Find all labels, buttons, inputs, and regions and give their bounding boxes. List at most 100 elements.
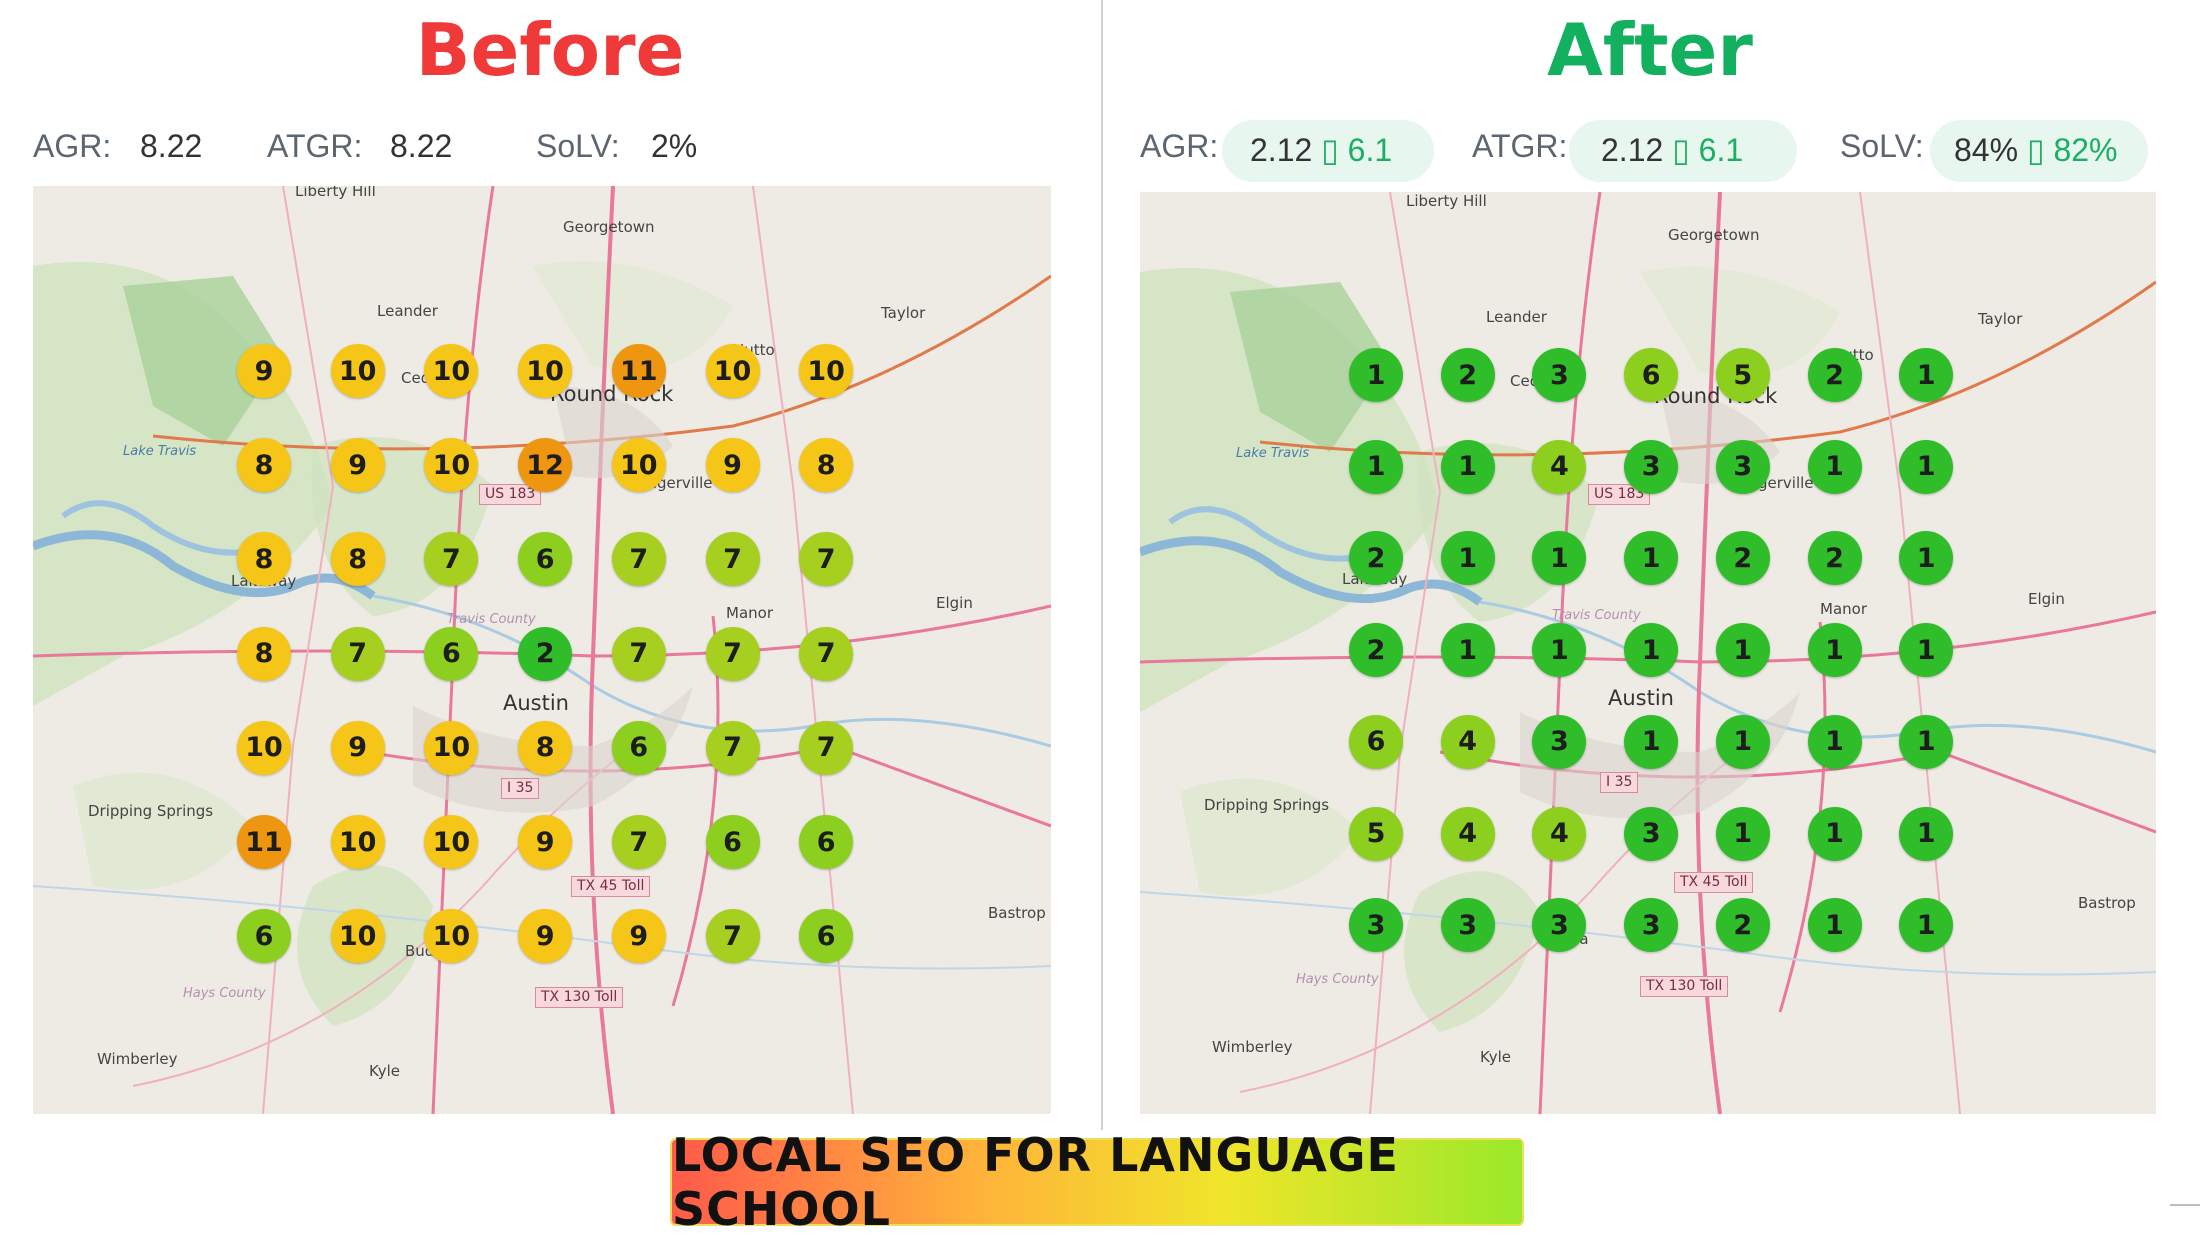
after-rank-marker[interactable]: 3 <box>1532 714 1587 769</box>
after-rank-marker[interactable]: 1 <box>1899 898 1954 953</box>
before-rank-marker[interactable]: 7 <box>799 532 854 587</box>
before-rank-marker[interactable]: 10 <box>424 344 479 398</box>
before-rank-marker[interactable]: 9 <box>518 909 573 964</box>
before-rank-marker[interactable]: 10 <box>799 344 854 398</box>
after-rank-marker[interactable]: 2 <box>1807 531 1862 586</box>
after-rank-marker[interactable]: 6 <box>1349 714 1403 769</box>
before-rank-marker[interactable]: 7 <box>799 720 854 775</box>
after-rank-marker[interactable]: 4 <box>1440 714 1495 769</box>
after-rank-marker[interactable]: 3 <box>1624 898 1679 953</box>
before-rank-marker[interactable]: 10 <box>424 815 479 869</box>
before-map[interactable]: Liberty Hill Georgetown Leander Taylor H… <box>33 186 1051 1114</box>
after-rank-marker[interactable]: 5 <box>1349 806 1403 861</box>
after-rank-marker[interactable]: 6 <box>1624 348 1679 402</box>
before-rank-marker[interactable]: 11 <box>611 344 666 398</box>
before-rank-marker[interactable]: 8 <box>518 720 573 775</box>
after-rank-marker[interactable]: 1 <box>1807 898 1862 953</box>
after-rank-marker[interactable]: 1 <box>1532 623 1587 678</box>
after-rank-marker[interactable]: 3 <box>1715 439 1770 494</box>
before-rank-marker[interactable]: 7 <box>330 626 385 681</box>
before-rank-marker[interactable]: 9 <box>518 815 573 869</box>
after-rank-marker[interactable]: 1 <box>1899 714 1954 769</box>
before-rank-marker[interactable]: 6 <box>705 815 760 869</box>
before-rank-marker[interactable]: 9 <box>330 438 385 493</box>
before-rank-marker[interactable]: 6 <box>237 909 291 964</box>
after-rank-marker[interactable]: 1 <box>1349 439 1403 494</box>
after-rank-marker[interactable]: 1 <box>1440 531 1495 586</box>
before-rank-marker[interactable]: 10 <box>237 720 291 775</box>
before-rank-marker[interactable]: 8 <box>237 438 291 493</box>
after-rank-marker[interactable]: 1 <box>1807 806 1862 861</box>
before-rank-marker[interactable]: 7 <box>799 626 854 681</box>
after-rank-marker[interactable]: 2 <box>1715 898 1770 953</box>
after-rank-marker[interactable]: 2 <box>1807 348 1862 402</box>
after-rank-marker[interactable]: 2 <box>1349 531 1403 586</box>
before-rank-marker[interactable]: 10 <box>424 438 479 493</box>
after-rank-marker[interactable]: 1 <box>1532 531 1587 586</box>
after-rank-marker[interactable]: 5 <box>1715 348 1770 402</box>
before-rank-marker[interactable]: 11 <box>237 815 291 869</box>
before-rank-marker[interactable]: 8 <box>237 626 291 681</box>
before-rank-marker[interactable]: 10 <box>330 909 385 964</box>
after-rank-marker[interactable]: 1 <box>1715 806 1770 861</box>
after-rank-marker[interactable]: 1 <box>1807 714 1862 769</box>
after-rank-marker[interactable]: 1 <box>1899 439 1954 494</box>
before-rank-marker[interactable]: 9 <box>330 720 385 775</box>
before-rank-marker[interactable]: 10 <box>611 438 666 493</box>
before-rank-marker[interactable]: 7 <box>705 720 760 775</box>
after-rank-marker[interactable]: 2 <box>1440 348 1495 402</box>
after-rank-marker[interactable]: 1 <box>1624 623 1679 678</box>
before-rank-marker[interactable]: 10 <box>330 344 385 398</box>
before-rank-marker[interactable]: 7 <box>705 532 760 587</box>
before-rank-marker[interactable]: 10 <box>705 344 760 398</box>
before-rank-marker[interactable]: 6 <box>611 720 666 775</box>
before-rank-marker[interactable]: 6 <box>518 532 573 587</box>
after-rank-marker[interactable]: 3 <box>1440 898 1495 953</box>
after-rank-marker[interactable]: 1 <box>1349 348 1403 402</box>
before-rank-marker[interactable]: 10 <box>518 344 573 398</box>
before-rank-marker[interactable]: 12 <box>518 438 573 493</box>
before-rank-marker[interactable]: 9 <box>237 344 291 398</box>
before-rank-marker[interactable]: 7 <box>424 532 479 587</box>
before-rank-marker[interactable]: 2 <box>518 626 573 681</box>
after-rank-marker[interactable]: 3 <box>1349 898 1403 953</box>
before-rank-marker[interactable]: 7 <box>705 909 760 964</box>
after-rank-marker[interactable]: 1 <box>1715 623 1770 678</box>
after-rank-marker[interactable]: 1 <box>1899 806 1954 861</box>
before-rank-marker[interactable]: 9 <box>611 909 666 964</box>
after-rank-marker[interactable]: 3 <box>1532 898 1587 953</box>
after-rank-marker[interactable]: 4 <box>1532 806 1587 861</box>
before-rank-marker[interactable]: 6 <box>799 815 854 869</box>
after-rank-marker[interactable]: 4 <box>1440 806 1495 861</box>
after-rank-marker[interactable]: 1 <box>1624 714 1679 769</box>
before-rank-marker[interactable]: 10 <box>330 815 385 869</box>
before-rank-marker[interactable]: 9 <box>705 438 760 493</box>
after-rank-marker[interactable]: 1 <box>1807 439 1862 494</box>
after-rank-marker[interactable]: 1 <box>1899 348 1954 402</box>
before-rank-marker[interactable]: 8 <box>799 438 854 493</box>
after-rank-marker[interactable]: 2 <box>1715 531 1770 586</box>
after-rank-marker[interactable]: 1 <box>1807 623 1862 678</box>
before-rank-marker[interactable]: 6 <box>424 626 479 681</box>
before-rank-marker[interactable]: 8 <box>237 532 291 587</box>
after-rank-marker[interactable]: 1 <box>1624 531 1679 586</box>
after-rank-marker[interactable]: 3 <box>1532 348 1587 402</box>
after-rank-marker[interactable]: 4 <box>1532 439 1587 494</box>
before-rank-marker[interactable]: 6 <box>799 909 854 964</box>
after-rank-marker[interactable]: 1 <box>1440 623 1495 678</box>
before-rank-marker[interactable]: 7 <box>705 626 760 681</box>
after-rank-marker[interactable]: 3 <box>1624 806 1679 861</box>
before-rank-marker[interactable]: 10 <box>424 720 479 775</box>
before-rank-marker[interactable]: 7 <box>611 626 666 681</box>
before-rank-marker[interactable]: 8 <box>330 532 385 587</box>
before-rank-marker[interactable]: 7 <box>611 532 666 587</box>
after-rank-marker[interactable]: 1 <box>1899 531 1954 586</box>
after-rank-marker[interactable]: 2 <box>1349 623 1403 678</box>
after-rank-marker[interactable]: 1 <box>1715 714 1770 769</box>
after-rank-marker[interactable]: 3 <box>1624 439 1679 494</box>
after-map[interactable]: Liberty Hill Georgetown Leander Taylor H… <box>1140 192 2156 1114</box>
before-rank-marker[interactable]: 7 <box>611 815 666 869</box>
after-rank-marker[interactable]: 1 <box>1440 439 1495 494</box>
before-rank-marker[interactable]: 10 <box>424 909 479 964</box>
after-rank-marker[interactable]: 1 <box>1899 623 1954 678</box>
